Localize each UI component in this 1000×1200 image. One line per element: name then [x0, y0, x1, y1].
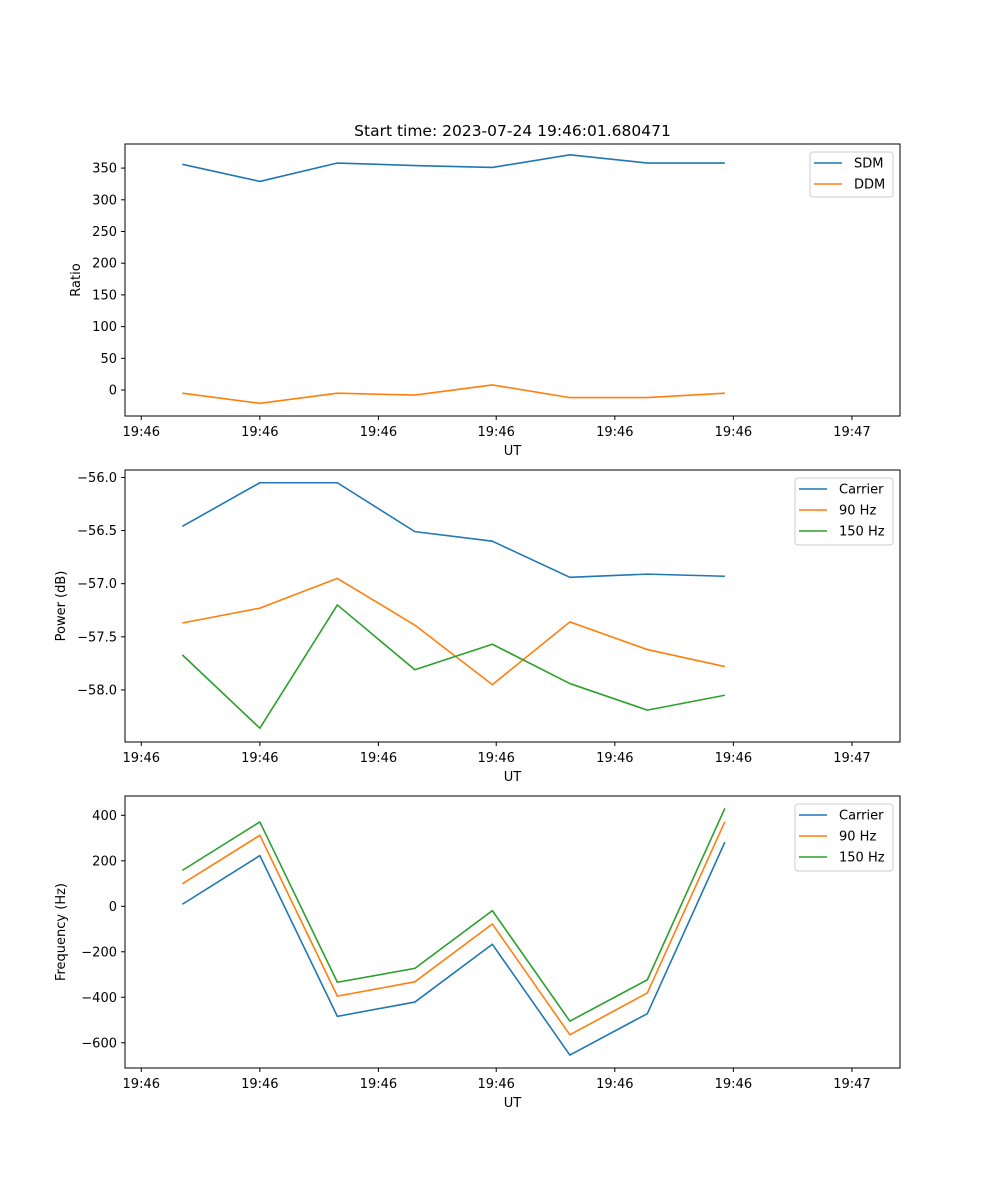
series-line-sdm — [182, 153, 725, 183]
legend-label: 90 Hz — [839, 504, 876, 519]
x-tick-label: 19:47 — [833, 425, 870, 440]
axes-frame — [124, 469, 901, 743]
legend-label: Carrier — [839, 809, 884, 824]
x-tick-label: 19:46 — [123, 425, 160, 440]
y-tick-label: 300 — [92, 193, 117, 208]
x-tick-label: 19:47 — [833, 751, 870, 766]
x-tick-label: 19:46 — [715, 1077, 752, 1092]
x-tick-label: 19:46 — [123, 1077, 160, 1092]
y-tick-label: −600 — [81, 1036, 117, 1051]
x-tick-label: 19:46 — [241, 1077, 278, 1092]
y-tick-label: 50 — [100, 352, 117, 367]
y-tick-label: −57.0 — [77, 577, 117, 592]
y-tick-label: 200 — [92, 854, 117, 869]
x-axis-label: UT — [504, 444, 522, 459]
legend-label: SDM — [854, 157, 883, 172]
y-tick-label: 350 — [92, 162, 117, 177]
y-tick-label: 0 — [109, 900, 117, 915]
legend-label: 150 Hz — [839, 525, 885, 540]
y-axis-label: Ratio — [69, 263, 84, 296]
y-tick-label: −57.5 — [77, 630, 117, 645]
y-axis-label: Frequency (Hz) — [54, 883, 69, 981]
x-tick-label: 19:46 — [477, 751, 514, 766]
series-line-150-hz — [181, 807, 726, 1022]
x-tick-label: 19:46 — [596, 425, 633, 440]
series-line-90-hz — [182, 577, 726, 686]
legend-box — [794, 803, 894, 872]
y-tick-label: −400 — [81, 991, 117, 1006]
legend-label: 150 Hz — [839, 851, 885, 866]
x-axis-label: UT — [504, 1096, 522, 1111]
y-tick-label: 0 — [109, 384, 117, 399]
x-tick-label: 19:47 — [833, 1077, 870, 1092]
y-tick-label: 250 — [92, 225, 117, 240]
axes-frame — [124, 795, 901, 1069]
figure-title: Start time: 2023-07-24 19:46:01.680471 — [354, 122, 671, 140]
x-tick-label: 19:46 — [241, 425, 278, 440]
x-tick-label: 19:46 — [715, 425, 752, 440]
x-tick-label: 19:46 — [596, 1077, 633, 1092]
x-tick-label: 19:46 — [477, 1077, 514, 1092]
legend-label: Carrier — [839, 483, 884, 498]
chart-panel-1: 19:46 19:46 19:46 19:46 19:46 19:46 19:47 0 50 10… — [69, 143, 901, 459]
y-axis-label: Power (dB) — [54, 571, 69, 642]
legend-label: 90 Hz — [839, 830, 876, 845]
x-tick-label: 19:46 — [596, 751, 633, 766]
x-tick-label: 19:46 — [477, 425, 514, 440]
legend-box — [794, 477, 894, 546]
series-line-ddm — [182, 384, 725, 405]
chart-panel-3: 19:46 19:46 19:46 19:46 19:46 19:46 19:47 400 20… — [54, 795, 901, 1111]
axes-frame — [124, 143, 901, 417]
y-tick-label: 400 — [92, 809, 117, 824]
x-tick-label: 19:46 — [241, 751, 278, 766]
y-tick-label: −58.0 — [77, 683, 117, 698]
y-tick-label: −200 — [81, 945, 117, 960]
series-line-carrier — [181, 841, 726, 1056]
series-line-carrier — [181, 481, 725, 579]
chart-panel-2: 19:46 19:46 19:46 19:46 19:46 19:46 19:47 −56.0… — [54, 469, 901, 785]
y-tick-label: −56.5 — [77, 524, 117, 539]
x-tick-label: 19:46 — [360, 1077, 397, 1092]
x-tick-label: 19:46 — [360, 425, 397, 440]
legend: Carrier 90 Hz 150 Hz — [794, 477, 894, 546]
x-tick-label: 19:46 — [123, 751, 160, 766]
y-tick-label: −56.0 — [77, 471, 117, 486]
x-tick-label: 19:46 — [360, 751, 397, 766]
legend: Carrier 90 Hz 150 Hz — [794, 803, 894, 872]
y-tick-label: 100 — [92, 320, 117, 335]
series-line-150-hz — [181, 604, 726, 729]
y-tick-label: 150 — [92, 288, 117, 303]
y-tick-label: 200 — [92, 257, 117, 272]
x-tick-label: 19:46 — [715, 751, 752, 766]
legend-label: DDM — [854, 178, 885, 193]
series-line-90-hz — [181, 821, 726, 1036]
x-axis-label: UT — [504, 770, 522, 785]
legend: SDM DDM — [809, 151, 894, 198]
